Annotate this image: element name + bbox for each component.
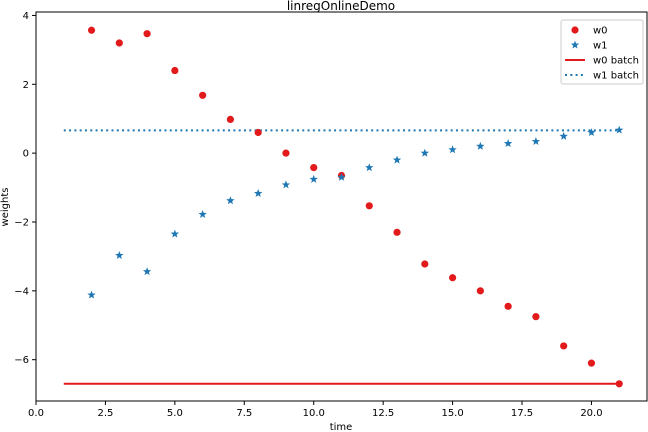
- chart-title: linregOnlineDemo: [287, 0, 395, 13]
- w1-point: [587, 128, 596, 137]
- x-tick-label: 10.0: [303, 408, 325, 419]
- legend-box: [560, 19, 644, 85]
- y-tick-label: −2: [14, 217, 29, 228]
- axes-frame: [35, 11, 648, 402]
- legend: w0 w1 w0 batch w1 batch: [560, 19, 644, 85]
- w0-point: [282, 149, 290, 157]
- w1-point: [420, 148, 429, 157]
- x-tick-label: 12.5: [372, 408, 394, 419]
- w1-point: [615, 125, 624, 134]
- w0-point: [504, 302, 512, 310]
- w0-point: [143, 30, 151, 38]
- w1-point: [531, 137, 541, 145]
- w0-point: [115, 39, 123, 47]
- w1-point: [198, 210, 207, 218]
- x-axis-label: time: [330, 422, 353, 432]
- x-axis-ticks: 0.0 2.5 5.0 7.5 10.0 12.5 15.0 17.5 20.0: [28, 401, 603, 419]
- legend-w0-marker: [571, 26, 579, 34]
- plot-area: [63, 26, 624, 388]
- w1-point: [281, 180, 291, 189]
- w1-point: [115, 250, 124, 259]
- y-tick-label: 2: [23, 80, 29, 91]
- w0-point: [421, 260, 429, 268]
- w1-point: [226, 196, 235, 205]
- y-axis-label: weights: [0, 188, 11, 227]
- x-tick-label: 17.5: [511, 408, 533, 419]
- y-tick-label: 0: [23, 149, 29, 160]
- w1-point: [309, 174, 318, 183]
- w0-point: [171, 66, 179, 75]
- w0-point: [226, 115, 235, 124]
- x-tick-label: 5.0: [167, 408, 183, 419]
- y-axis-ticks: −6 −4 −2 0 2 4: [14, 11, 36, 366]
- w0-point: [532, 313, 540, 321]
- x-tick-label: 7.5: [236, 408, 252, 419]
- w0-point: [476, 287, 484, 295]
- w0-point: [87, 26, 96, 34]
- w1-point: [392, 155, 402, 164]
- w1-point: [365, 163, 374, 172]
- y-tick-label: 4: [23, 11, 29, 22]
- legend-w1-batch-label: w1 batch: [593, 71, 639, 82]
- w0-point: [560, 342, 568, 350]
- x-tick-label: 20.0: [580, 408, 602, 419]
- w0-point: [365, 202, 373, 210]
- legend-w1-label: w1: [593, 41, 608, 52]
- legend-w0-label: w0: [593, 26, 608, 37]
- w1-point: [476, 141, 485, 150]
- w0-point: [615, 380, 623, 388]
- x-tick-label: 0.0: [28, 408, 44, 419]
- x-tick-label: 2.5: [97, 408, 113, 419]
- w0-point: [448, 274, 457, 282]
- legend-w1-marker: [570, 40, 580, 49]
- w0-point: [199, 91, 207, 99]
- w1-point: [559, 131, 568, 140]
- w0-point: [310, 164, 318, 172]
- w1-point: [448, 145, 457, 154]
- w1-point: [337, 172, 346, 181]
- w0-point: [587, 359, 596, 367]
- w1-point: [254, 189, 263, 197]
- w1-point: [142, 267, 152, 276]
- w1-point: [170, 229, 180, 238]
- w0-point: [393, 228, 401, 236]
- legend-w0-batch-label: w0 batch: [593, 56, 639, 67]
- w0-point: [254, 128, 262, 137]
- w1-point: [87, 290, 96, 299]
- x-tick-label: 15.0: [441, 408, 463, 419]
- y-tick-label: −6: [14, 355, 29, 366]
- w1-point: [503, 139, 513, 148]
- y-tick-label: −4: [14, 286, 29, 297]
